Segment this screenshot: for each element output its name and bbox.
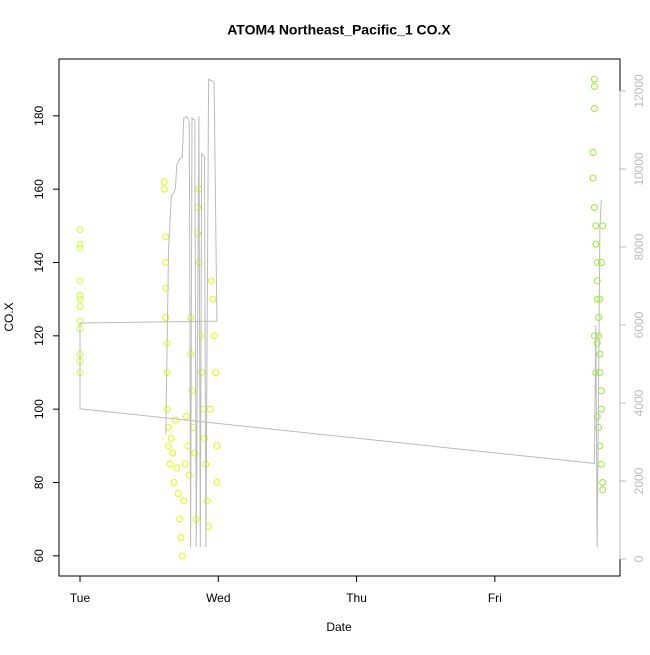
y-tick-label: 140 bbox=[32, 252, 46, 272]
chart-title: ATOM4 Northeast_Pacific_1 CO.X bbox=[227, 22, 451, 38]
data-point bbox=[597, 387, 605, 395]
data-point bbox=[209, 295, 217, 303]
data-point bbox=[198, 369, 206, 376]
data-point bbox=[76, 240, 84, 248]
y-tick-label: 180 bbox=[32, 106, 46, 126]
data-point bbox=[213, 479, 221, 486]
data-point bbox=[185, 471, 193, 479]
data-point bbox=[182, 413, 190, 420]
data-line bbox=[79, 78, 602, 548]
data-point bbox=[176, 515, 184, 523]
data-point bbox=[160, 185, 168, 193]
y-axis-label: CO.X bbox=[2, 302, 16, 331]
data-point bbox=[595, 314, 603, 321]
data-point bbox=[592, 240, 600, 248]
data-point bbox=[597, 460, 605, 468]
data-point bbox=[203, 497, 211, 505]
data-point bbox=[160, 178, 168, 186]
x-axis-label: Date bbox=[326, 620, 352, 634]
data-point bbox=[191, 449, 199, 457]
y2-tick-label: 10000 bbox=[632, 152, 646, 186]
y-tick-label: 120 bbox=[32, 326, 46, 346]
y2-tick-label: 4000 bbox=[632, 389, 646, 416]
data-point bbox=[590, 105, 598, 112]
data-point bbox=[207, 277, 215, 285]
y-tick-label: 100 bbox=[32, 399, 46, 419]
data-point bbox=[76, 244, 84, 252]
data-point bbox=[165, 442, 173, 450]
data-point bbox=[76, 292, 84, 299]
data-point bbox=[173, 464, 181, 472]
data-point bbox=[590, 332, 598, 340]
data-point bbox=[194, 229, 202, 237]
y2-tick-label: 0 bbox=[632, 555, 646, 562]
data-point bbox=[171, 416, 179, 424]
data-point bbox=[177, 534, 185, 541]
data-point bbox=[593, 295, 601, 303]
data-point bbox=[76, 295, 84, 303]
data-point bbox=[76, 277, 84, 285]
data-point bbox=[169, 449, 177, 457]
y-tick-label: 160 bbox=[32, 179, 46, 199]
data-point bbox=[596, 350, 604, 358]
data-point bbox=[174, 490, 182, 497]
data-point bbox=[589, 149, 597, 156]
x-tick-label: Thu bbox=[346, 591, 367, 605]
data-point bbox=[196, 332, 204, 340]
data-point bbox=[162, 284, 170, 292]
y-tick-label: 80 bbox=[32, 476, 46, 490]
data-point bbox=[599, 479, 607, 486]
data-point bbox=[187, 314, 195, 321]
y2-tick-label: 12000 bbox=[632, 74, 646, 108]
data-point bbox=[206, 405, 214, 413]
y2-tick-label: 6000 bbox=[632, 311, 646, 338]
data-point bbox=[170, 479, 178, 486]
y2-tick-label: 2000 bbox=[632, 467, 646, 494]
data-point bbox=[596, 369, 604, 376]
data-point bbox=[593, 259, 601, 266]
data-point bbox=[162, 314, 170, 321]
x-tick-label: Tue bbox=[70, 591, 91, 605]
data-point bbox=[589, 174, 597, 182]
data-point bbox=[597, 259, 605, 266]
data-point bbox=[178, 552, 186, 560]
data-point bbox=[200, 435, 208, 442]
data-point bbox=[76, 226, 84, 233]
data-point bbox=[590, 75, 598, 83]
x-tick-label: Fri bbox=[488, 591, 502, 605]
data-point bbox=[167, 435, 175, 442]
data-point bbox=[162, 233, 170, 241]
y2-tick-label: 8000 bbox=[632, 233, 646, 260]
data-point bbox=[213, 442, 221, 450]
data-point bbox=[597, 405, 605, 413]
data-point bbox=[596, 295, 604, 303]
data-point bbox=[187, 350, 195, 358]
data-point bbox=[188, 387, 196, 395]
data-point bbox=[166, 460, 174, 468]
data-point bbox=[163, 405, 171, 413]
x-tick-label: Wed bbox=[206, 591, 230, 605]
data-point bbox=[593, 339, 601, 347]
data-point bbox=[590, 83, 598, 90]
data-point bbox=[592, 222, 600, 230]
data-point bbox=[212, 369, 220, 376]
data-point bbox=[593, 277, 601, 285]
data-point bbox=[210, 332, 218, 340]
data-point bbox=[590, 204, 598, 211]
data-point bbox=[181, 460, 189, 468]
data-point bbox=[76, 303, 84, 310]
data-point bbox=[599, 222, 607, 230]
plot-frame bbox=[58, 58, 621, 577]
data-point bbox=[599, 486, 607, 494]
data-point bbox=[180, 497, 188, 505]
data-point bbox=[593, 413, 601, 420]
data-point bbox=[194, 204, 202, 211]
y-tick-label: 60 bbox=[32, 549, 46, 563]
